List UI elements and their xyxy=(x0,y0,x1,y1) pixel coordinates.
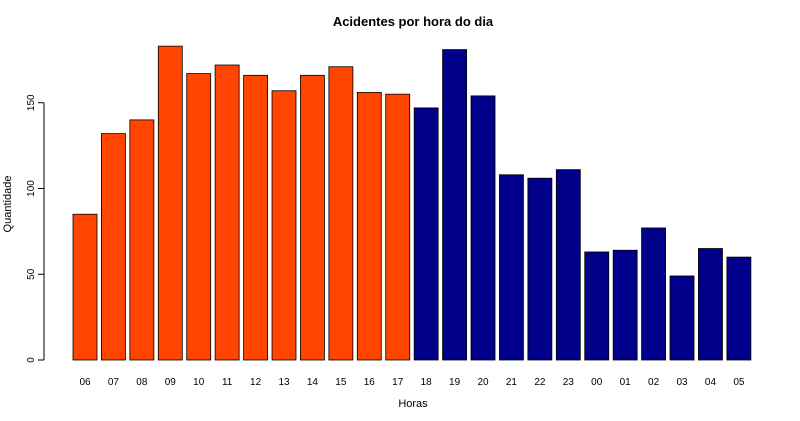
x-tick-label: 13 xyxy=(278,377,290,388)
x-tick-label: 05 xyxy=(733,377,745,388)
bar-14 xyxy=(300,74,325,361)
y-tick-label: 50 xyxy=(26,268,37,280)
x-tick-label: 18 xyxy=(421,377,433,388)
y-tick-label: 100 xyxy=(26,180,37,197)
bar-16 xyxy=(356,92,382,361)
bar-09 xyxy=(157,45,183,361)
x-tick-label: 10 xyxy=(193,377,205,388)
y-tick-label: 150 xyxy=(26,94,37,111)
x-tick-label: 17 xyxy=(392,377,404,388)
x-tick-label: 15 xyxy=(335,377,347,388)
x-tick-label: 21 xyxy=(506,377,518,388)
bar-21 xyxy=(499,174,524,361)
bar-20 xyxy=(470,95,496,361)
bar-05 xyxy=(726,256,752,361)
bar-18 xyxy=(413,107,439,361)
bar-06 xyxy=(72,213,98,361)
x-tick-label: 02 xyxy=(648,377,660,388)
bar-03 xyxy=(669,275,695,361)
x-tick-label: 03 xyxy=(676,377,688,388)
y-axis-label: Quantidade xyxy=(2,176,14,233)
x-tick-label: 19 xyxy=(449,377,461,388)
x-tick-label: 20 xyxy=(477,377,489,388)
y-tick-label: 0 xyxy=(26,357,37,363)
x-tick-labels: 06 07 08 09 10 11 12 13 14 15 16 17 18 19 20 21 22 23 00 01… xyxy=(79,377,744,388)
bar-01 xyxy=(612,249,638,361)
x-tick-label: 04 xyxy=(705,377,717,388)
bar-08 xyxy=(129,119,155,361)
x-tick-label: 11 xyxy=(222,377,233,388)
x-tick-label: 06 xyxy=(79,377,91,388)
bar-11 xyxy=(214,64,240,361)
bar-04 xyxy=(698,248,723,361)
chart-title: Acidentes por hora do dia xyxy=(333,14,494,29)
x-tick-label: 22 xyxy=(534,377,546,388)
bars-group xyxy=(72,45,752,361)
bar-22 xyxy=(527,177,553,361)
bar-15 xyxy=(328,66,354,361)
x-tick-label: 16 xyxy=(364,377,376,388)
x-tick-label: 08 xyxy=(136,377,148,388)
x-tick-label: 09 xyxy=(165,377,177,388)
bar-12 xyxy=(243,74,268,361)
x-axis-label: Horas xyxy=(398,398,428,410)
x-tick-label: 14 xyxy=(307,377,319,388)
x-tick-label: 00 xyxy=(591,377,603,388)
bar-10 xyxy=(186,73,212,361)
y-axis: 0 50 100 150 xyxy=(26,94,45,363)
bar-13 xyxy=(271,90,297,361)
bar-17 xyxy=(385,93,411,361)
bar-00 xyxy=(584,251,610,361)
x-tick-label: 12 xyxy=(250,377,262,388)
x-tick-label: 01 xyxy=(620,377,632,388)
x-tick-label: 23 xyxy=(563,377,575,388)
bar-23 xyxy=(555,169,581,361)
bar-19 xyxy=(442,49,467,361)
bar-07 xyxy=(101,133,126,361)
bar-02 xyxy=(641,227,666,361)
x-tick-label: 07 xyxy=(108,377,120,388)
